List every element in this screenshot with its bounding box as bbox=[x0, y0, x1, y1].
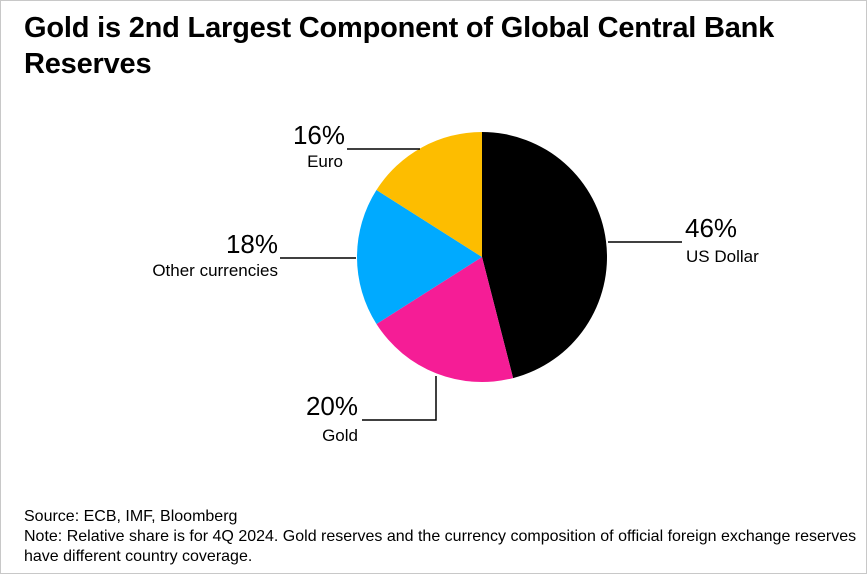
leader-line-gold bbox=[362, 376, 437, 421]
pie-slices bbox=[357, 132, 608, 382]
slice-value-gold: 20% bbox=[306, 391, 358, 421]
pie-slice-gold bbox=[376, 257, 514, 382]
slice-label-euro: Euro bbox=[307, 152, 343, 171]
source-note: Source: ECB, IMF, Bloomberg bbox=[24, 508, 238, 525]
pie-slice-us-dollar bbox=[482, 132, 608, 379]
slice-value-euro: 16% bbox=[293, 120, 345, 150]
slice-value-other-currencies: 18% bbox=[226, 229, 278, 259]
slice-label-gold: Gold bbox=[322, 426, 358, 445]
chart-title: Gold is 2nd Largest Component of Global … bbox=[24, 12, 775, 80]
pie-slice-other-currencies bbox=[357, 190, 482, 324]
slice-label-other-currencies: Other currencies bbox=[152, 261, 278, 280]
slice-value-us-dollar: 46% bbox=[685, 213, 737, 243]
slice-label-us-dollar: US Dollar bbox=[686, 247, 759, 266]
chart-footer: Source: ECB, IMF, Bloomberg Note: Relati… bbox=[24, 507, 859, 567]
pie-slice-euro bbox=[376, 132, 482, 257]
coverage-note: Note: Relative share is for 4Q 2024. Gol… bbox=[24, 528, 857, 565]
